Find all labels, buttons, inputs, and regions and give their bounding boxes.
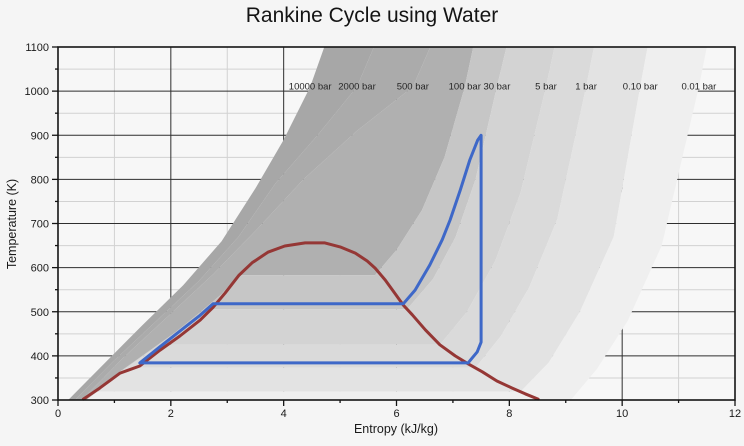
y-tick-label: 600 — [31, 263, 49, 275]
isobar-band — [86, 47, 648, 400]
isobar-label: 10000 bar — [289, 82, 332, 93]
isobar-band — [87, 47, 555, 400]
isobar-label: 2000 bar — [338, 82, 376, 93]
isobar-band — [74, 47, 431, 400]
y-tick-label: 300 — [31, 395, 49, 407]
y-tick-label: 1100 — [25, 42, 49, 54]
x-tick-label: 12 — [729, 408, 741, 420]
isobar-label: 100 bar — [449, 82, 481, 93]
Rankine-cycle-curve — [138, 133, 483, 365]
isobar-label: 0.01 bar — [681, 82, 716, 93]
y-tick-label: 1000 — [25, 86, 49, 98]
x-tick-label: 6 — [393, 408, 399, 420]
y-axis-title: Temperature (K) — [5, 179, 19, 269]
x-tick-label: 8 — [506, 408, 512, 420]
isobar-band — [86, 47, 507, 400]
y-tick-label: 700 — [31, 219, 49, 231]
axis-tick-labels: 0 2 4 6 8 10 12 300 400 500 600 700 800 900 1000 1100 — [25, 42, 742, 420]
isobar-bands — [68, 47, 707, 400]
x-tick-label: 4 — [281, 408, 287, 420]
isobar-label: 30 bar — [483, 82, 510, 93]
isobar-band — [81, 47, 474, 400]
x-tick-label: 10 — [616, 408, 628, 420]
y-tick-label: 900 — [31, 130, 49, 142]
x-tick-label: 2 — [168, 408, 174, 420]
isobar-band — [68, 47, 374, 400]
isobar-label: 1 bar — [575, 82, 597, 93]
y-tick-label: 500 — [31, 307, 49, 319]
isobar-labels: 10000 bar 2000 bar 500 bar 100 bar 30 bar 5 b… — [289, 82, 717, 93]
series-curves — [81, 133, 540, 401]
isobar-band — [86, 47, 707, 400]
x-tick-label: 0 — [55, 408, 61, 420]
isobar-label: 0.10 bar — [623, 82, 658, 93]
x-axis-title: Entropy (kJ/kg) — [354, 422, 438, 436]
isobar-label: 500 bar — [397, 82, 429, 93]
isobar-label: 5 bar — [535, 82, 557, 93]
y-tick-label: 800 — [31, 174, 49, 186]
axis-ticks — [52, 46, 736, 406]
isobar-band — [89, 47, 594, 400]
chart-title: Rankine Cycle using Water — [245, 4, 499, 27]
y-tick-label: 400 — [31, 351, 49, 363]
